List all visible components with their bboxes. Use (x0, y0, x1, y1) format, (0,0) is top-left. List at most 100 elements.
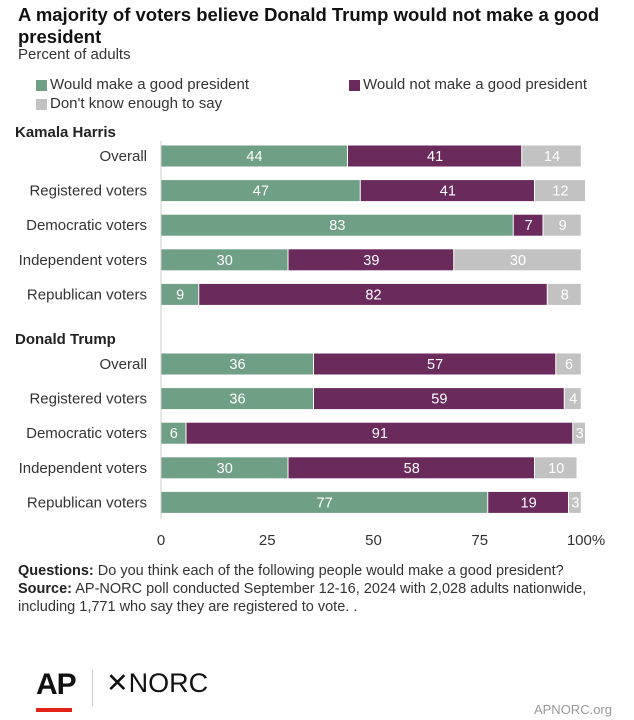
bar-value-label: 6 (170, 426, 178, 442)
bar-segment (535, 457, 577, 479)
bar-segment (186, 422, 573, 444)
x-tick-label: 0 (157, 532, 165, 549)
bar-segment (161, 283, 199, 305)
questions-text: Do you think each of the following peopl… (97, 563, 564, 579)
bar-segment (543, 214, 581, 236)
bar-value-label: 58 (404, 461, 420, 477)
bar-segment (161, 180, 360, 202)
bar-segment (161, 145, 347, 167)
bar-value-label: 83 (329, 218, 345, 234)
legend-label-not-good: Would not make a good president (363, 76, 588, 93)
bar-segment (161, 249, 288, 271)
bar-value-label: 10 (548, 461, 564, 477)
legend-label-dont-know: Don't know enough to say (50, 95, 223, 112)
bar-segment (161, 214, 513, 236)
bar-value-label: 30 (217, 253, 233, 269)
questions-label: Questions: (18, 563, 94, 579)
bar-segment (569, 491, 581, 513)
row-label: Democratic voters (26, 217, 147, 234)
row-label: Republican voters (27, 494, 147, 511)
bar-segment (564, 388, 581, 410)
bar-value-label: 8 (561, 287, 569, 303)
source-note: Source: AP-NORC poll conducted September… (18, 580, 618, 616)
bar-value-label: 36 (229, 357, 245, 373)
row-label: Republican voters (27, 286, 147, 303)
footer-url: APNORC.org (533, 702, 612, 717)
bar-value-label: 14 (544, 149, 560, 165)
bar-value-label: 9 (176, 287, 184, 303)
chart-subtitle: Percent of adults (18, 46, 131, 63)
bar-segment (199, 283, 547, 305)
norc-mark-icon: ✕ (106, 668, 129, 698)
bar-segment (547, 283, 581, 305)
row-label: Independent voters (19, 460, 147, 477)
legend-label-good: Would make a good president (50, 76, 250, 93)
bar-segment (161, 388, 313, 410)
bar-segment (556, 353, 581, 375)
bar-value-label: 41 (427, 149, 443, 165)
bar-segment (522, 145, 581, 167)
bar-value-label: 19 (521, 495, 537, 511)
legend-swatch-not-good (349, 80, 360, 91)
legend-swatch-dont-know (36, 99, 47, 110)
bar-value-label: 77 (317, 495, 333, 511)
bar-segment (288, 457, 534, 479)
bar-segment (161, 491, 488, 513)
bar-value-label: 7 (525, 218, 533, 234)
bar-segment (488, 491, 568, 513)
row-label: Overall (99, 356, 147, 373)
bar-segment (161, 422, 186, 444)
bar-value-label: 47 (253, 184, 269, 200)
bar-value-label: 12 (552, 184, 568, 200)
bar-value-label: 57 (427, 357, 443, 373)
bar-segment (288, 249, 454, 271)
norc-logo-text: NORC (128, 668, 209, 698)
bar-segment (314, 388, 564, 410)
row-label: Democratic voters (26, 425, 147, 442)
ap-logo-underline (36, 708, 72, 712)
bar-segment (513, 214, 543, 236)
source-text: AP-NORC poll conducted September 12-16, … (18, 581, 587, 615)
bar-value-label: 9 (559, 218, 567, 234)
bar-value-label: 44 (246, 149, 262, 165)
bar-value-label: 30 (217, 461, 233, 477)
bar-segment (161, 353, 313, 375)
row-label: Registered voters (29, 391, 147, 408)
chart-title: A majority of voters believe Donald Trum… (18, 4, 600, 47)
x-tick-label: 75 (471, 532, 488, 549)
row-label: Overall (99, 148, 147, 165)
bar-segment (454, 249, 581, 271)
legend-swatch-good (36, 80, 47, 91)
x-tick-label: 25 (259, 532, 276, 549)
questions-note: Questions: Do you think each of the foll… (18, 562, 618, 580)
bar-segment (161, 457, 288, 479)
bar-segment (314, 353, 556, 375)
bar-segment (573, 422, 585, 444)
group-heading: Kamala Harris (15, 124, 116, 141)
bar-value-label: 39 (363, 253, 379, 269)
bar-value-label: 59 (431, 392, 447, 408)
bar-segment (360, 180, 534, 202)
source-label: Source: (18, 581, 72, 597)
bar-value-label: 3 (576, 426, 584, 442)
bar-segment (348, 145, 522, 167)
bar-value-label: 91 (372, 426, 388, 442)
bar-value-label: 82 (365, 287, 381, 303)
bar-value-label: 36 (229, 392, 245, 408)
bar-segment (535, 180, 585, 202)
row-label: Registered voters (29, 183, 147, 200)
stacked-bar-chart: Kamala Harris Overall 44 41 14 Registered vot… (15, 124, 605, 549)
ap-logo: AP (36, 668, 77, 701)
x-tick-label: 50 (365, 532, 382, 549)
logo-divider (92, 670, 93, 706)
norc-logo: ✕NORC (106, 668, 208, 699)
bar-value-label: 41 (440, 184, 456, 200)
group-heading: Donald Trump (15, 331, 116, 348)
bar-value-label: 30 (510, 253, 526, 269)
bar-value-label: 3 (571, 495, 579, 511)
bar-value-label: 4 (569, 392, 577, 408)
row-label: Independent voters (19, 252, 147, 269)
bar-value-label: 6 (565, 357, 573, 373)
chart-notes: Questions: Do you think each of the foll… (18, 562, 618, 616)
x-tick-label: 100% (567, 532, 605, 549)
